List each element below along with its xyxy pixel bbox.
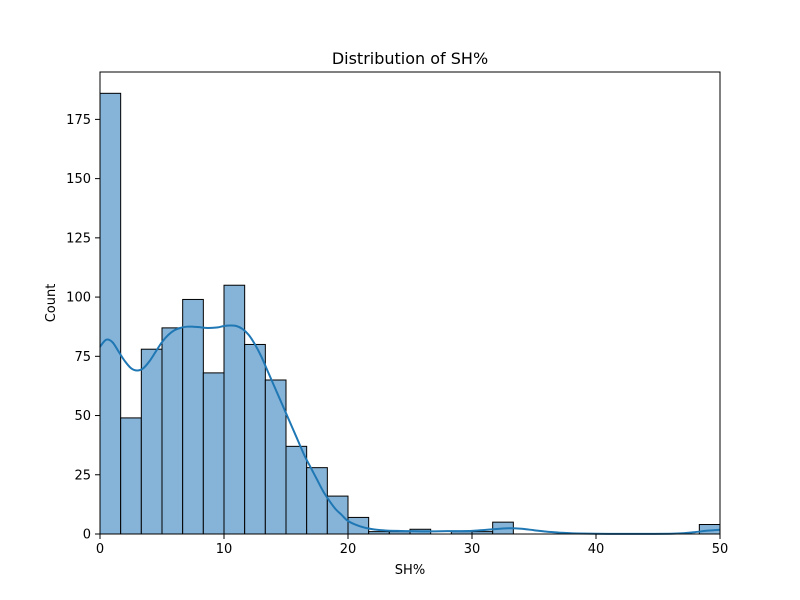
histogram-bar-6 bbox=[223, 284, 246, 535]
kde-line bbox=[99, 324, 721, 535]
y-tick-label: 25 bbox=[74, 468, 91, 483]
x-tick-label: 30 bbox=[464, 542, 481, 557]
histogram-bar-1 bbox=[120, 417, 142, 535]
y-tick-label: 100 bbox=[66, 291, 91, 306]
y-axis-ticks: 0 25 50 75 100 125 150 175 bbox=[66, 113, 100, 543]
y-tick-label: 125 bbox=[66, 231, 91, 246]
chart-title: Distribution of SH% bbox=[332, 49, 488, 68]
histogram-bar-5 bbox=[202, 372, 225, 535]
y-tick-label: 50 bbox=[74, 409, 91, 424]
plot-frame bbox=[99, 71, 721, 535]
x-tick-label: 40 bbox=[588, 542, 605, 557]
y-tick-label: 150 bbox=[66, 172, 91, 187]
y-tick-label: 175 bbox=[66, 113, 91, 128]
histogram-bar-0 bbox=[99, 92, 122, 535]
histogram-bar-4 bbox=[182, 298, 204, 535]
x-tick-label: 0 bbox=[96, 542, 104, 557]
histogram-bar-7 bbox=[244, 343, 266, 535]
histogram-bar-8 bbox=[264, 379, 287, 535]
y-tick-label: 75 bbox=[74, 350, 91, 365]
y-axis-label: Count bbox=[44, 284, 59, 323]
x-tick-label: 10 bbox=[216, 542, 233, 557]
histogram-bar-2 bbox=[140, 348, 163, 535]
histogram-bar-9 bbox=[285, 445, 308, 535]
histogram-bars bbox=[99, 92, 721, 535]
x-axis-ticks: 0 10 20 30 40 50 bbox=[96, 534, 728, 557]
x-axis-label: SH% bbox=[395, 563, 425, 578]
y-tick-label: 0 bbox=[83, 528, 91, 543]
x-tick-label: 50 bbox=[712, 542, 729, 557]
x-tick-label: 20 bbox=[340, 542, 357, 557]
histogram-bar-3 bbox=[161, 327, 184, 535]
